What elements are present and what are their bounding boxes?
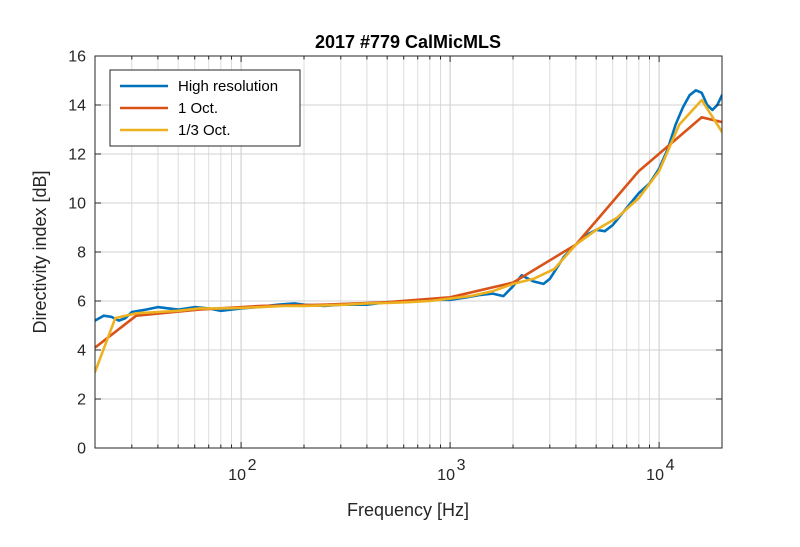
y-tick-label: 6 [77,294,86,311]
y-tick-label: 12 [68,147,86,164]
x-tick-label: 10 [646,467,664,484]
chart-title: 2017 #779 CalMicMLS [315,32,501,52]
y-tick-label: 2 [77,392,86,409]
x-tick-exponent: 2 [248,457,257,474]
y-tick-label: 8 [77,245,86,262]
x-tick-label: 10 [228,467,246,484]
x-axis-label: Frequency [Hz] [347,500,469,520]
series-line-3 [95,98,722,374]
y-tick-label: 16 [68,49,86,66]
y-tick-label: 0 [77,441,86,458]
legend: High resolution 1 Oct. 1/3 Oct. [109,69,301,147]
x-tick-exponent: 3 [457,457,466,474]
y-tick-label: 10 [68,196,86,213]
x-tick-exponent: 4 [666,457,675,474]
legend-entry: 1 Oct. [178,100,218,117]
x-tick-label: 10 [437,467,455,484]
y-axis-label: Directivity index [dB] [30,170,50,333]
series-layer [95,89,722,374]
y-tick-label: 14 [68,98,86,115]
y-tick-label: 4 [77,343,86,360]
legend-entry: High resolution [178,78,278,95]
series-line-2 [95,116,722,349]
legend-entry: 1/3 Oct. [178,122,231,139]
